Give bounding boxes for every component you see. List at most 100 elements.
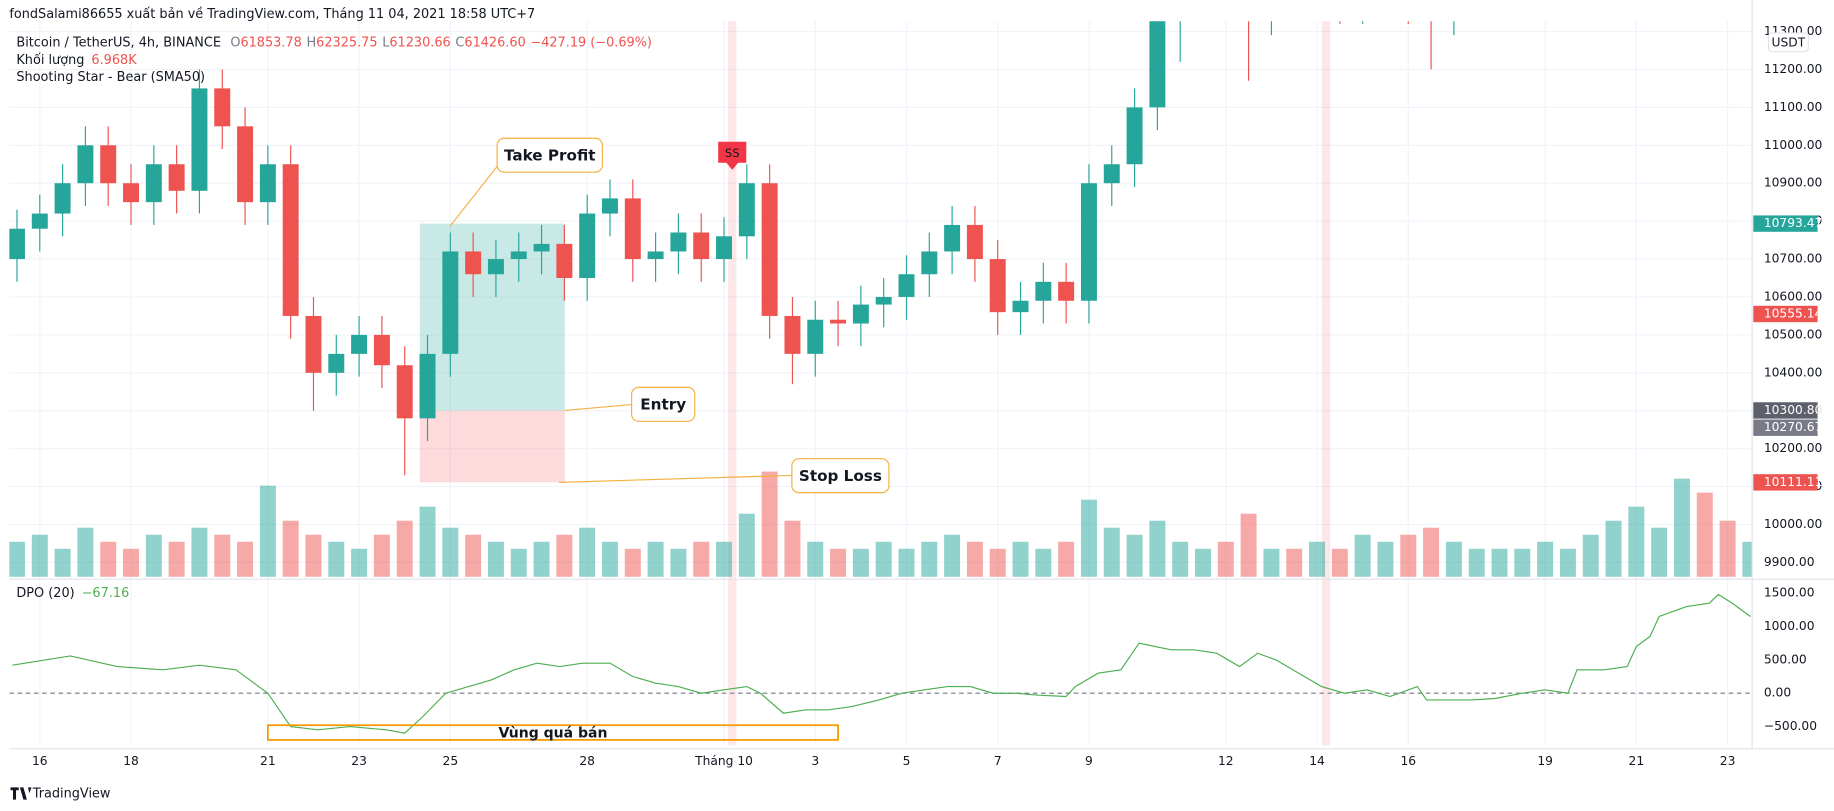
signal-label: SS <box>725 146 740 160</box>
y-tick-label: 1000.00 <box>1764 619 1815 633</box>
volume-bar <box>1651 527 1668 577</box>
volume-bar <box>191 527 208 577</box>
volume-bar <box>1012 541 1029 577</box>
callout-line <box>564 403 642 412</box>
candle-body <box>944 224 961 252</box>
candle-body <box>670 232 687 252</box>
volume-bar <box>647 541 664 577</box>
candle-body <box>510 251 527 260</box>
currency: USDT <box>1772 35 1806 49</box>
candle-body <box>419 353 436 419</box>
volume-bar <box>602 541 618 577</box>
x-tick-label: 3 <box>811 754 819 768</box>
y-tick-label: 11000.00 <box>1764 138 1823 152</box>
signal-marker <box>718 141 747 170</box>
volume-bar <box>1673 478 1690 577</box>
dpo-legend: DPO (20) −67.16 <box>16 586 129 601</box>
y-tick-label: 11100.00 <box>1764 100 1823 114</box>
highlight-band <box>728 21 737 746</box>
dpo-pane <box>9 593 1753 734</box>
volume-bar <box>533 541 550 577</box>
candle-body <box>989 259 1006 313</box>
price-label: 10555.14 <box>1764 306 1823 320</box>
candle-body <box>1012 300 1029 313</box>
ohlc-value: 61230.66 <box>389 35 450 50</box>
volume-bar <box>214 534 231 577</box>
volume-bar <box>1559 548 1576 577</box>
candle-body <box>442 251 459 354</box>
candle-body <box>282 164 299 316</box>
candle-body <box>305 315 322 373</box>
volume-bar <box>966 541 983 577</box>
x-tick-label: 9 <box>1085 754 1093 768</box>
volume-bar <box>1217 541 1234 577</box>
candle-body <box>579 213 596 279</box>
volume-bar <box>852 548 869 577</box>
volume-bar <box>807 541 824 577</box>
footer-logo: TradingView <box>10 786 110 801</box>
volume-bar <box>510 548 527 577</box>
volume-bar <box>944 534 961 577</box>
ohlc-value: 61426.60 <box>464 35 525 50</box>
price-label-box <box>1753 419 1818 436</box>
candle-body <box>533 243 550 252</box>
volume-bar <box>1628 506 1645 577</box>
ohlc-value: 61853.78 <box>240 35 301 50</box>
candle-body <box>237 126 254 203</box>
callout-box <box>791 458 890 494</box>
volume-bar <box>237 541 254 577</box>
x-tick-label: 25 <box>443 754 459 768</box>
x-tick-label: 28 <box>579 754 595 768</box>
y-tick-label: 10900.00 <box>1764 176 1823 190</box>
dpo-line <box>12 593 1751 734</box>
x-tick-label: 16 <box>32 754 48 768</box>
volume-bar <box>716 541 733 577</box>
candle-body <box>487 259 504 275</box>
volume-bar <box>693 541 710 577</box>
price-label: 10793.47 <box>1764 216 1823 230</box>
dpo-value: −67.16 <box>82 586 130 601</box>
candle-body <box>77 145 94 184</box>
candle-body <box>351 334 368 354</box>
y-tick-label: 11200.00 <box>1764 62 1823 76</box>
y-tick-label: 10200.00 <box>1764 441 1823 455</box>
candle-body <box>1080 183 1097 301</box>
volume-bar <box>305 534 322 577</box>
volume-bar <box>1286 548 1303 577</box>
x-tick-label: 23 <box>1720 754 1736 768</box>
volume-bar <box>1491 548 1508 577</box>
volume-bar <box>1126 534 1143 577</box>
ohlc-label: H <box>306 35 316 50</box>
volume-value: 6.968K <box>91 52 137 67</box>
volume-bar <box>1605 520 1622 577</box>
y-tick-label: 10000.00 <box>1764 517 1823 531</box>
candle-body <box>9 228 25 260</box>
symbol-line: Bitcoin / TetherUS, 4h, BINANCE O61853.78… <box>16 35 652 50</box>
y-tick-label: 10600.00 <box>1764 289 1823 303</box>
candle-body <box>214 88 231 127</box>
callout-label: Entry <box>640 395 686 413</box>
candle-body <box>716 236 733 260</box>
volume-bar <box>1149 520 1166 577</box>
volume-bar <box>1195 548 1211 577</box>
volume-bar <box>9 541 25 577</box>
x-tick-label: 7 <box>994 754 1002 768</box>
loss-zone <box>419 410 565 483</box>
price-label-box <box>1753 402 1818 419</box>
volume-bar <box>123 548 139 577</box>
candle-body <box>875 296 892 305</box>
volume-bar <box>465 534 482 577</box>
volume <box>9 471 1753 577</box>
volume-bar <box>1468 548 1485 577</box>
x-tick-label: 21 <box>260 754 276 768</box>
volume-bar <box>1742 541 1753 577</box>
volume-bar <box>875 541 892 577</box>
x-tick-label: 14 <box>1309 754 1325 768</box>
axes: 9900.0010000.0010100.0010200.0010300.001… <box>9 0 1834 768</box>
candle-body <box>465 251 482 275</box>
legend: fondSalami86655 xuất bản về TradingView.… <box>9 7 1809 801</box>
volume-bar <box>168 541 185 577</box>
x-tick-label: 12 <box>1218 754 1234 768</box>
candle-body <box>1058 281 1075 301</box>
